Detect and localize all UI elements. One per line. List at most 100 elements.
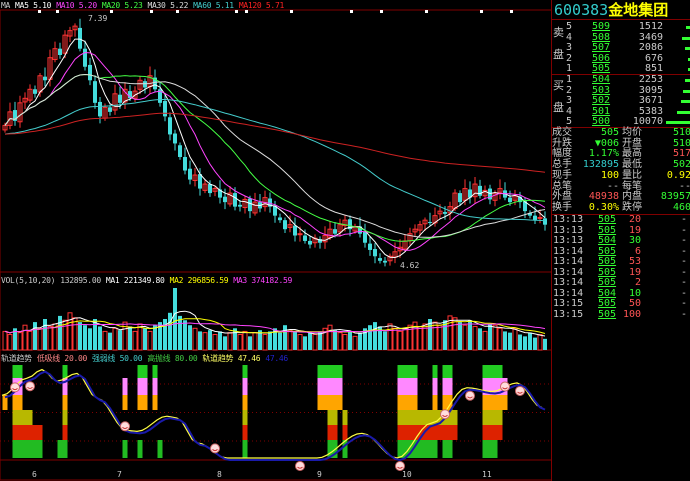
indicator-pane xyxy=(0,365,551,471)
legend-item: 132895.00 xyxy=(60,276,101,285)
signal-bar-segment xyxy=(142,365,148,378)
buy-side-label: 买 xyxy=(553,79,564,92)
smiley-mouth xyxy=(397,466,403,469)
candle-body xyxy=(163,101,167,117)
signal-bar-segment xyxy=(317,395,323,410)
signal-bar-segment xyxy=(432,395,438,410)
legend-item: 低吸线 20.00 xyxy=(36,354,88,363)
stat-row-cell: 100 xyxy=(600,169,619,181)
legend-item: MA30 5.22 xyxy=(147,1,189,10)
volume-bar xyxy=(407,324,413,351)
volume-bar xyxy=(543,338,547,350)
tick-row-cell: 13:14 xyxy=(553,266,584,278)
smiley-mouth xyxy=(502,387,508,390)
candle-body xyxy=(283,220,287,230)
signal-bar-segment xyxy=(442,395,448,410)
volume-bar xyxy=(387,323,393,351)
x-axis-label: 7 xyxy=(117,470,122,479)
signal-bar-segment xyxy=(497,365,503,378)
kline-chart-area[interactable]: 7.39 4.62 xyxy=(0,0,551,481)
volume-bar xyxy=(83,325,87,350)
candle-body xyxy=(337,224,343,233)
signal-bar-segment xyxy=(412,440,418,458)
volume-bar xyxy=(212,334,218,351)
smiley-icon xyxy=(210,443,220,454)
sell-level: 5 509 1512 xyxy=(552,21,690,33)
signal-bar-segment xyxy=(12,365,18,378)
volume-bar xyxy=(397,330,403,351)
tick-row: 13:14 505 19 - xyxy=(552,266,690,279)
signal-bar-segment xyxy=(122,395,128,410)
candle xyxy=(327,221,333,241)
stat-row-cell: 外盘 xyxy=(552,191,572,203)
signal-bar-segment xyxy=(32,440,38,458)
x-axis-label: 9 xyxy=(317,470,322,479)
tick-row-cell: 505 xyxy=(598,256,617,267)
candle xyxy=(88,57,92,86)
candle-body xyxy=(417,224,423,231)
section-divider xyxy=(552,73,690,75)
candle xyxy=(223,188,227,210)
signal-bar-segment xyxy=(407,395,413,410)
signal-bar-segment xyxy=(482,395,488,410)
candle-body xyxy=(368,243,372,250)
signal-bar-segment xyxy=(17,395,23,410)
signal-bar-segment xyxy=(152,395,158,410)
volume-bar xyxy=(58,315,62,350)
tick-row-cell: 13:14 xyxy=(553,256,584,267)
tick-row-cell: 505 xyxy=(598,308,617,320)
signal-bar-segment xyxy=(432,365,438,378)
candle xyxy=(78,18,82,52)
stat-row-cell: ▼006 xyxy=(594,137,619,149)
volume-bar xyxy=(528,332,532,350)
ma-legend: MA MA5 5.10 MA10 5.20 MA20 5.23 MA30 5.22 MA6… xyxy=(1,1,289,10)
candle-body xyxy=(13,110,17,121)
volume-bar xyxy=(153,325,157,350)
ma10-line xyxy=(4,51,546,251)
signal-bar-segment xyxy=(242,440,248,458)
volume-bar xyxy=(173,288,177,350)
volume-bar xyxy=(533,337,537,350)
volume-bar xyxy=(428,319,432,350)
volume-bar xyxy=(233,328,237,350)
smiley-face xyxy=(295,461,305,471)
volume-bar xyxy=(2,330,8,351)
candle xyxy=(168,112,172,141)
volume-bar xyxy=(337,332,343,351)
volume-bar xyxy=(13,328,17,350)
volume-bar xyxy=(22,324,28,351)
signal-bar-segment xyxy=(432,440,438,458)
candle-body xyxy=(17,102,23,123)
tick-row-cell: 505 xyxy=(598,214,617,225)
volume-bar xyxy=(93,319,97,350)
sell-level-cell: 505 xyxy=(592,63,611,74)
smiley-face xyxy=(120,421,130,432)
ma60-line xyxy=(4,99,546,222)
sell-level-cell: 3 xyxy=(566,42,573,53)
candle xyxy=(2,122,8,133)
candle-body xyxy=(173,133,177,144)
signal-bar-segment xyxy=(427,440,433,458)
volume-bar xyxy=(462,324,468,351)
candle-body xyxy=(202,183,208,191)
volume-bar xyxy=(132,330,138,351)
stat-row-cell: 517 xyxy=(672,148,690,160)
signal-bar-segment xyxy=(152,378,158,395)
signal-bar-segment xyxy=(492,410,498,425)
signal-bar-segment xyxy=(447,440,453,458)
signal-bar-segment xyxy=(137,365,143,378)
event-marker xyxy=(38,10,41,13)
tick-row-cell: 19 xyxy=(628,224,641,236)
candle-body xyxy=(342,219,348,227)
volume-bar xyxy=(273,328,277,350)
candle-body xyxy=(198,174,202,189)
volume-bar xyxy=(512,327,518,351)
smiley-mouth xyxy=(212,449,218,452)
signal-bar-segment xyxy=(407,365,413,378)
signal-bar-segment xyxy=(327,410,333,425)
signal-bar-segment xyxy=(17,440,23,458)
signal-bar-segment xyxy=(407,440,413,458)
volume-bar xyxy=(368,325,372,350)
section-divider xyxy=(552,127,690,128)
volume-bar xyxy=(342,334,348,351)
